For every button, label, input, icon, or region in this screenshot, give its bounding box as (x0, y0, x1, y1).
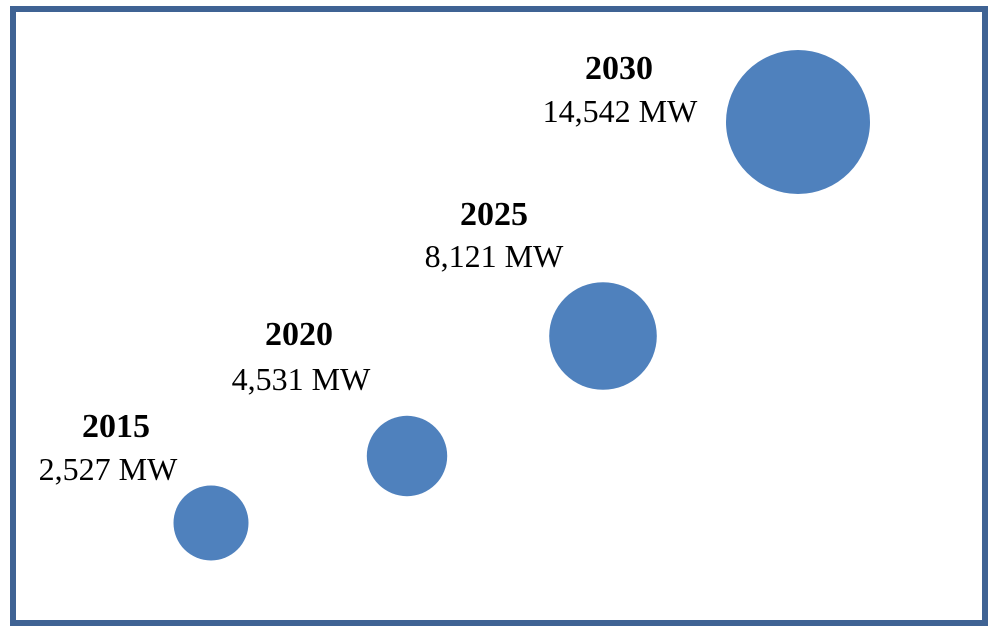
bubble-2030 (726, 50, 870, 194)
bubble-2020 (366, 415, 448, 497)
year-label-2030: 2030 (585, 50, 653, 87)
year-label-2020: 2020 (265, 316, 333, 353)
value-label-2015: 2,527 MW (39, 451, 178, 487)
bubble-chart: 2015 2,527 MW 2020 4,531 MW 2025 8,121 MW 2030… (39, 50, 870, 561)
value-label-2030: 14,542 MW (543, 93, 698, 129)
bubble-2015 (173, 485, 249, 561)
value-label-2020: 4,531 MW (232, 361, 371, 397)
year-label-2025: 2025 (460, 196, 528, 233)
year-label-2015: 2015 (82, 408, 150, 445)
value-label-2025: 8,121 MW (425, 238, 564, 274)
bubble-2025 (549, 282, 657, 390)
